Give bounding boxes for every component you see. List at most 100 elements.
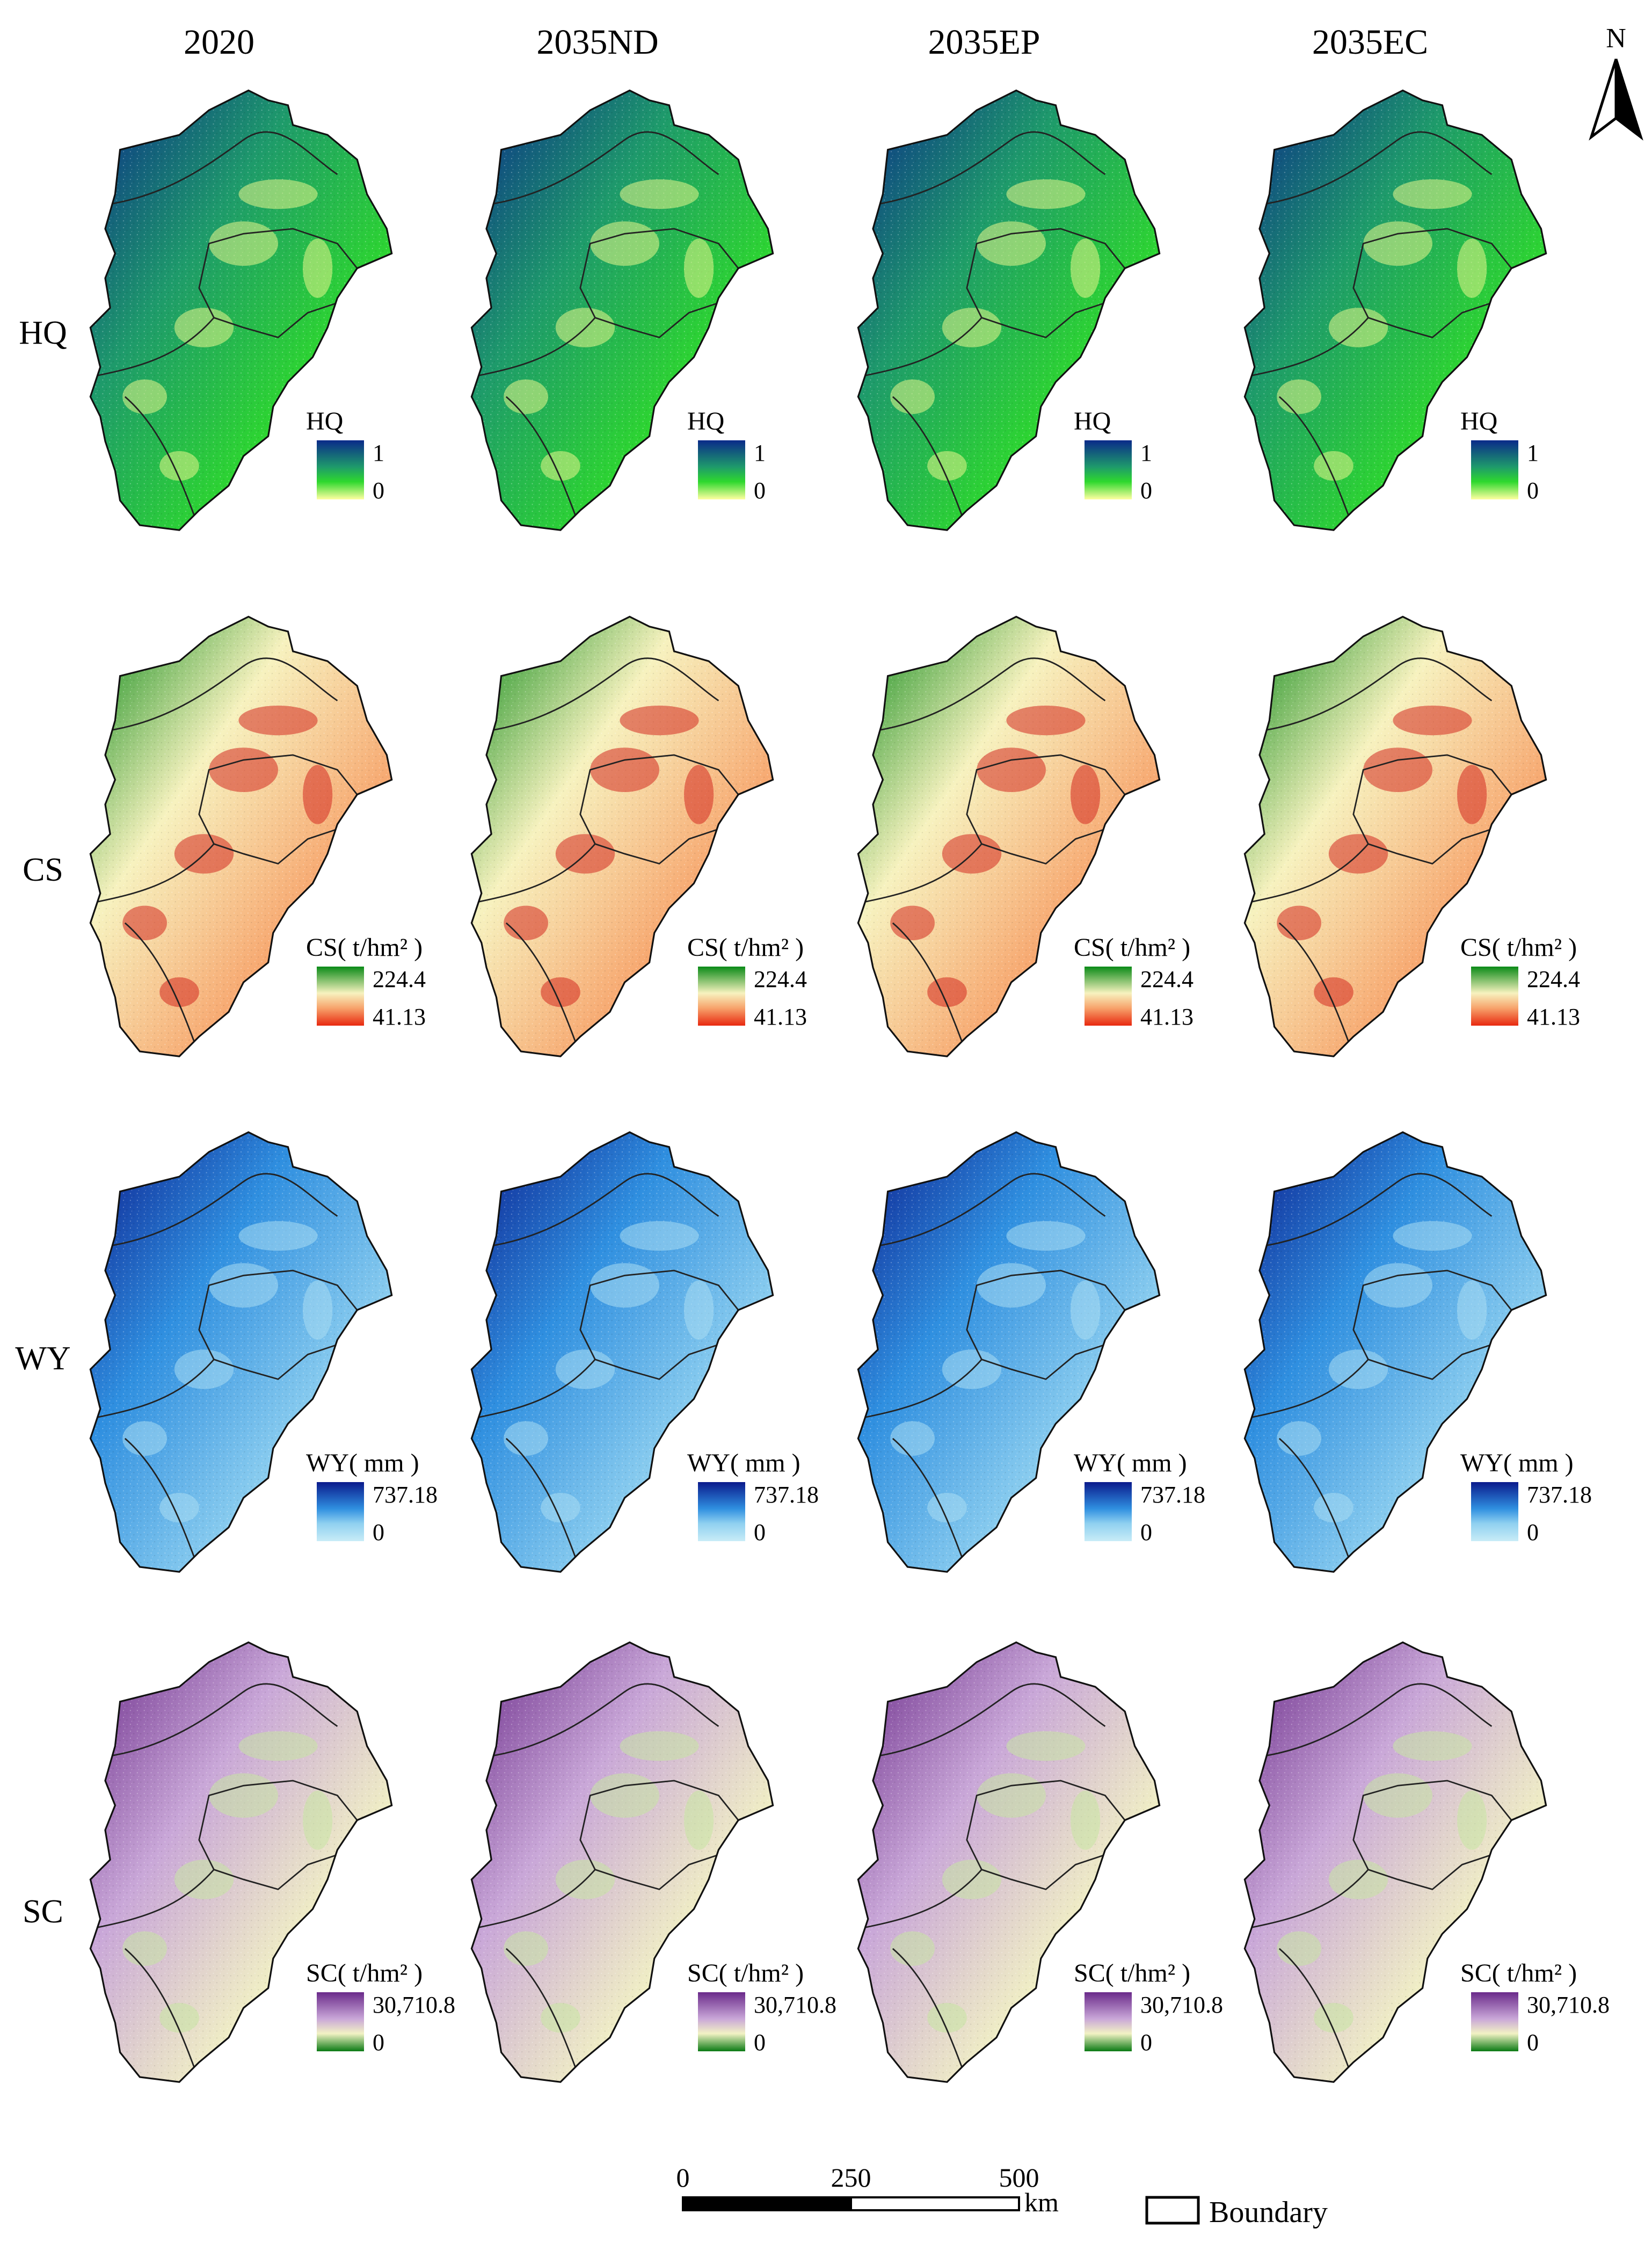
legend-min: 0 (1527, 477, 1539, 504)
texture-patch (1277, 1421, 1321, 1456)
legend-min: 0 (1140, 477, 1152, 504)
column-header-2035nd: 2035ND (536, 23, 658, 62)
legend-hq-0: HQ 1 0 (306, 407, 384, 504)
internal-boundaries (1245, 1683, 1512, 2068)
texture-patch (1393, 1731, 1472, 1761)
internal-boundaries (471, 1683, 739, 2068)
legend-hq-2: HQ 1 0 (1074, 407, 1152, 504)
texture-patch (1277, 379, 1321, 414)
legend-title: CS( t/hm² ) (306, 933, 423, 962)
texture-patch (1314, 2003, 1353, 2033)
legend-min: 0 (1527, 1519, 1539, 1545)
texture-patch (684, 238, 714, 298)
legend-title: HQ (1460, 407, 1497, 435)
column-header-2020: 2020 (184, 23, 254, 62)
texture-patch (684, 1280, 714, 1340)
scale-bar: 0 250 500 km (676, 2162, 1059, 2217)
texture-patch (122, 1421, 167, 1456)
legend-max: 30,710.8 (373, 1992, 455, 2018)
legend-title: SC( t/hm² ) (687, 1959, 804, 1987)
legend-colorbar (317, 967, 364, 1026)
legend-colorbar (1471, 1992, 1518, 2051)
legend-min: 0 (1527, 2029, 1539, 2056)
internal-boundaries (90, 1173, 358, 1558)
texture-patch (159, 1493, 199, 1523)
texture-patch (590, 1773, 659, 1818)
texture-patch (890, 1421, 935, 1456)
texture-patch (238, 1221, 318, 1251)
column-header-2035ec: 2035EC (1312, 23, 1428, 62)
legend-min: 41.13 (373, 1004, 426, 1030)
legend-sc-2: SC( t/hm² ) 30,710.8 0 (1074, 1959, 1223, 2056)
texture-patch (541, 1493, 580, 1523)
legend-min: 0 (373, 477, 384, 504)
legend-title: SC( t/hm² ) (306, 1959, 423, 1987)
legend-title: HQ (306, 407, 343, 435)
legend-colorbar (317, 1482, 364, 1541)
texture-patch (504, 1421, 548, 1456)
internal-boundaries (1245, 657, 1512, 1042)
legend-min: 0 (754, 477, 766, 504)
texture-patch (620, 179, 699, 209)
texture-patch (1071, 765, 1101, 824)
legend-min: 41.13 (1527, 1004, 1580, 1030)
texture-patch (1277, 1931, 1321, 1966)
texture-patch (541, 2003, 580, 2033)
legend-title: SC( t/hm² ) (1460, 1959, 1577, 1987)
legend-colorbar (698, 1482, 745, 1541)
legend-title: WY( mm ) (1074, 1449, 1187, 1477)
texture-patch (590, 747, 659, 792)
north-arrow-right-half (1614, 59, 1643, 141)
texture-patch (927, 977, 967, 1007)
row-label-wy: WY (15, 1340, 70, 1377)
row-label-hq: HQ (19, 315, 67, 351)
texture-patch (1314, 1493, 1353, 1523)
legend-min: 41.13 (1140, 1004, 1193, 1030)
texture-patch (504, 379, 548, 414)
texture-patch (541, 451, 580, 481)
row-label-sc: SC (23, 1893, 63, 1930)
legend-colorbar (1085, 1482, 1132, 1541)
texture-patch (684, 1790, 714, 1850)
legend-colorbar (1085, 1992, 1132, 2051)
texture-patch (1457, 1790, 1487, 1850)
texture-patch (1393, 179, 1472, 209)
internal-boundaries (1245, 1173, 1512, 1558)
legend-colorbar (698, 1992, 745, 2051)
legend-sc-0: SC( t/hm² ) 30,710.8 0 (306, 1959, 455, 2056)
legend-colorbar (698, 967, 745, 1026)
legend-colorbar (1085, 967, 1132, 1026)
legend-max: 737.18 (1527, 1482, 1592, 1508)
legend-cs-0: CS( t/hm² ) 224.4 41.13 (306, 933, 426, 1030)
legend-wy-1: WY( mm ) 737.18 0 (687, 1449, 819, 1545)
texture-patch (238, 1731, 318, 1761)
legend-cs-3: CS( t/hm² ) 224.4 41.13 (1460, 933, 1580, 1030)
texture-patch (890, 1931, 935, 1966)
north-arrow: N (1589, 23, 1643, 141)
texture-patch (209, 221, 278, 266)
scale-tick-0: 0 (676, 2162, 690, 2193)
texture-patch (977, 1263, 1046, 1308)
texture-patch (590, 221, 659, 266)
texture-patch (1457, 765, 1487, 824)
legend-min: 0 (1140, 2029, 1152, 2056)
texture-patch (238, 706, 318, 736)
legend-title: CS( t/hm² ) (687, 933, 804, 962)
legend-wy-2: WY( mm ) 737.18 0 (1074, 1449, 1205, 1545)
texture-patch (159, 451, 199, 481)
legend-title: SC( t/hm² ) (1074, 1959, 1190, 1987)
texture-patch (1393, 706, 1472, 736)
legend-hq-1: HQ 1 0 (687, 407, 766, 504)
texture-patch (1393, 1221, 1472, 1251)
internal-boundaries (471, 131, 739, 516)
internal-boundaries (858, 1683, 1126, 2068)
texture-patch (159, 2003, 199, 2033)
legend-min: 0 (373, 1519, 384, 1545)
texture-patch (927, 1493, 967, 1523)
legend-max: 224.4 (1140, 966, 1193, 992)
internal-boundaries (858, 657, 1126, 1042)
texture-patch (1457, 238, 1487, 298)
texture-patch (927, 451, 967, 481)
